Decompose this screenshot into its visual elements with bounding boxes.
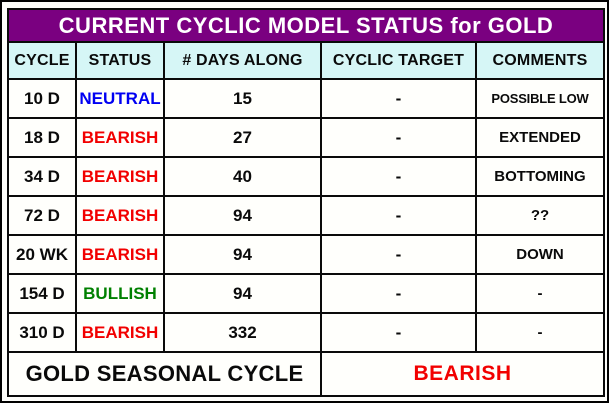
cyclic-target-cell: - [322, 236, 477, 275]
cycle-cell: 72 D [9, 197, 77, 236]
status-cell: BEARISH [77, 119, 165, 158]
cyclic-model-status-table: CURRENT CYCLIC MODEL STATUS for GOLD CYC… [7, 8, 605, 397]
seasonal-cycle-status: BEARISH [413, 362, 512, 385]
comments-cell: POSSIBLE LOW [477, 80, 603, 119]
status-cell: BEARISH [77, 236, 165, 275]
cyclic-target-cell: - [322, 314, 477, 353]
cycle-cell: 18 D [9, 119, 77, 158]
days-along-cell: 40 [165, 158, 322, 197]
days-along-cell: 94 [165, 197, 322, 236]
days-along-cell: 94 [165, 275, 322, 314]
comments-cell: - [477, 314, 603, 353]
days-along-cell: 332 [165, 314, 322, 353]
status-cell: BEARISH [77, 197, 165, 236]
cyclic-target-cell: - [322, 197, 477, 236]
comments-cell: - [477, 275, 603, 314]
comments-cell: BOTTOMING [477, 158, 603, 197]
comments-cell: DOWN [477, 236, 603, 275]
cycle-cell: 154 D [9, 275, 77, 314]
days-along-cell: 27 [165, 119, 322, 158]
days-along-cell: 94 [165, 236, 322, 275]
days-along-cell: 15 [165, 80, 322, 119]
table-title: CURRENT CYCLIC MODEL STATUS for GOLD [9, 10, 603, 43]
cycle-cell: 20 WK [9, 236, 77, 275]
cycle-cell: 10 D [9, 80, 77, 119]
seasonal-cycle-label: GOLD SEASONAL CYCLE [9, 353, 322, 395]
cycle-cell: 310 D [9, 314, 77, 353]
column-header-status: STATUS [77, 43, 165, 80]
column-header-comments: COMMENTS [477, 43, 603, 80]
status-cell: BEARISH [77, 158, 165, 197]
column-header-cycle: CYCLE [9, 43, 77, 80]
column-header-days-along: # DAYS ALONG [165, 43, 322, 80]
comments-cell: EXTENDED [477, 119, 603, 158]
status-cell: NEUTRAL [77, 80, 165, 119]
cyclic-target-cell: - [322, 158, 477, 197]
status-cell: BULLISH [77, 275, 165, 314]
cyclic-target-cell: - [322, 119, 477, 158]
cyclic-target-cell: - [322, 80, 477, 119]
status-cell: BEARISH [77, 314, 165, 353]
comments-cell: ?? [477, 197, 603, 236]
column-header-cyclic-target: CYCLIC TARGET [322, 43, 477, 80]
cycle-cell: 34 D [9, 158, 77, 197]
cyclic-target-cell: - [322, 275, 477, 314]
